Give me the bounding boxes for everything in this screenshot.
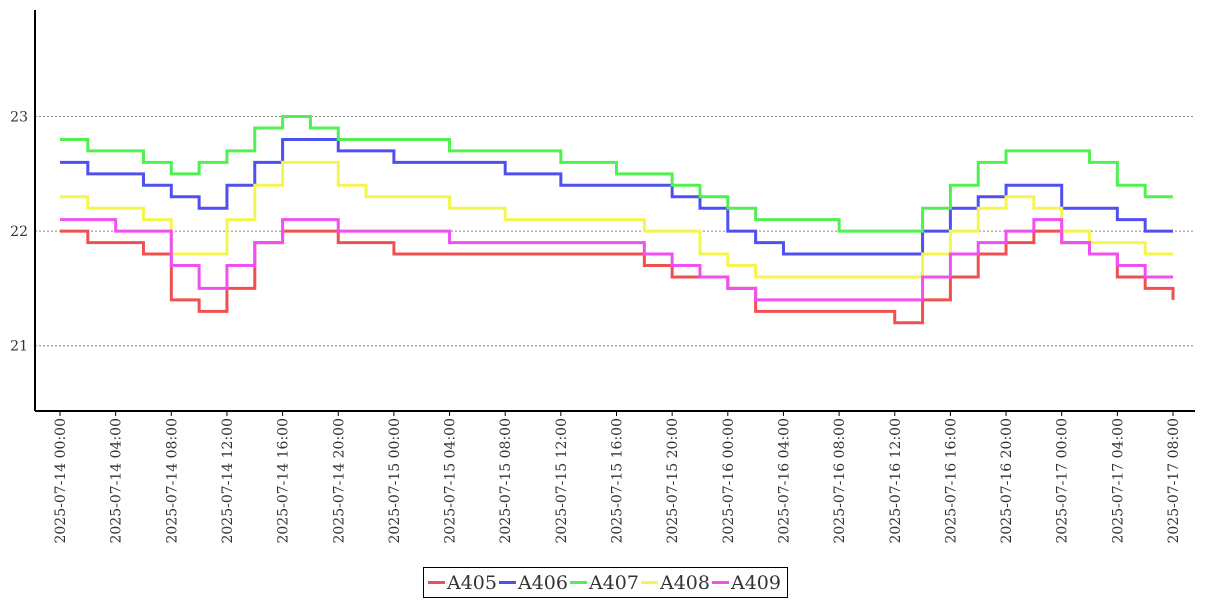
x-tick-label: 2025-07-16 12:00 xyxy=(888,418,904,544)
legend-item-a406[interactable]: A406 xyxy=(499,572,568,594)
y-tick-label: 22 xyxy=(10,224,28,240)
x-tick-label: 2025-07-17 04:00 xyxy=(1110,418,1126,544)
legend-swatch xyxy=(428,581,445,584)
series-line-a408 xyxy=(60,160,1173,279)
legend-swatch xyxy=(641,581,658,584)
x-tick-label: 2025-07-14 20:00 xyxy=(331,418,347,544)
legend-label: A406 xyxy=(518,571,568,594)
x-tick-label: 2025-07-16 20:00 xyxy=(999,418,1015,544)
legend-item-a409[interactable]: A409 xyxy=(712,572,781,594)
axes xyxy=(34,10,1195,412)
x-tick-label: 2025-07-15 12:00 xyxy=(554,418,570,544)
x-tick-label: 2025-07-16 08:00 xyxy=(832,418,848,544)
series-line-a409 xyxy=(60,218,1173,302)
x-tick-label: 2025-07-15 20:00 xyxy=(665,418,681,544)
series-line-a407 xyxy=(60,115,1173,233)
legend-item-a405[interactable]: A405 xyxy=(428,572,497,594)
series-lines xyxy=(60,115,1175,325)
x-tick-label: 2025-07-15 00:00 xyxy=(387,418,403,544)
x-tick-label: 2025-07-15 16:00 xyxy=(610,418,626,544)
x-tick-label: 2025-07-15 08:00 xyxy=(498,418,514,544)
y-axis-ticks: 21 22 23 xyxy=(10,110,28,355)
series-line-a405 xyxy=(60,229,1175,325)
x-tick-label: 2025-07-16 16:00 xyxy=(943,418,959,544)
x-tick-label: 2025-07-14 00:00 xyxy=(53,418,69,544)
y-tick-label: 21 xyxy=(10,339,28,355)
x-tick-label: 2025-07-15 04:00 xyxy=(443,418,459,544)
x-axis-ticks: 2025-07-14 00:00 2025-07-14 04:00 2025-07-… xyxy=(53,411,1182,544)
legend-swatch xyxy=(570,581,587,584)
x-tick-label: 2025-07-14 04:00 xyxy=(109,418,125,544)
x-tick-label: 2025-07-14 16:00 xyxy=(276,418,292,544)
legend-label: A409 xyxy=(731,571,781,594)
legend-item-a408[interactable]: A408 xyxy=(641,572,710,594)
legend-swatch xyxy=(712,581,729,584)
legend-item-a407[interactable]: A407 xyxy=(570,572,639,594)
x-tick-label: 2025-07-14 08:00 xyxy=(164,418,180,544)
legend-swatch xyxy=(499,581,516,584)
legend-label: A407 xyxy=(589,571,639,594)
x-tick-label: 2025-07-17 00:00 xyxy=(1055,418,1071,544)
legend-label: A408 xyxy=(660,571,710,594)
x-tick-label: 2025-07-16 04:00 xyxy=(776,418,792,544)
x-tick-label: 2025-07-16 00:00 xyxy=(721,418,737,544)
legend-label: A405 xyxy=(447,571,497,594)
y-tick-label: 23 xyxy=(10,110,28,126)
x-tick-label: 2025-07-14 12:00 xyxy=(220,418,236,544)
series-line-a406 xyxy=(60,137,1173,256)
x-tick-label: 2025-07-17 08:00 xyxy=(1166,418,1182,544)
legend: A405 A406 A407 A408 A409 xyxy=(423,567,788,598)
